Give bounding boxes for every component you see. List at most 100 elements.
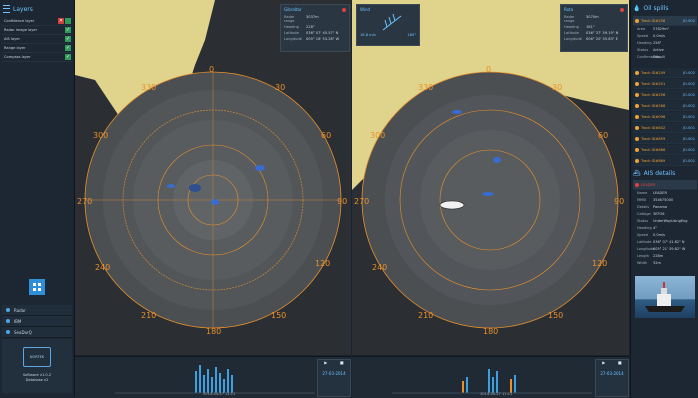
radar-map-rota[interactable]: 0 30 60 90 120 150 180 210 240 270 300 3… bbox=[352, 0, 629, 355]
info-label: Latitude bbox=[284, 31, 299, 35]
vessel-name: LEADER bbox=[641, 182, 656, 187]
wind-box: Wind 18.8 m/s 180° bbox=[356, 4, 420, 46]
status-dot bbox=[635, 182, 639, 187]
track-row[interactable]: Track ID#869 JO-001 bbox=[633, 156, 697, 166]
track-row[interactable]: Track ID#256 JO-002 bbox=[633, 90, 697, 100]
radar-info-box: Gibraltar Radar range 3037m Heading 228° L… bbox=[280, 4, 350, 52]
layer-row-ais: AIS layer ✓ bbox=[2, 34, 72, 44]
radar-map-gibraltar[interactable]: 0 30 60 90 120 150 180 210 240 270 300 3… bbox=[75, 0, 351, 355]
menu-icon[interactable] bbox=[3, 5, 10, 13]
compass-label: 0 bbox=[209, 65, 214, 74]
date-field[interactable]: 27-03-2014 bbox=[322, 371, 346, 376]
track-id: Track ID#249 bbox=[641, 70, 666, 75]
source-radar[interactable]: Radar bbox=[2, 305, 72, 316]
timeline-2[interactable]: 2014-04-27 11:11 ▶ ■ 27-03-2014 bbox=[352, 356, 629, 398]
info-label: Radar range bbox=[284, 15, 295, 23]
status-dot bbox=[635, 147, 639, 152]
source-seadarq[interactable]: SeaDarQ bbox=[2, 327, 72, 338]
check-icon[interactable]: ✓ bbox=[65, 35, 71, 42]
wind-icon bbox=[382, 13, 402, 31]
compass-label: 240 bbox=[95, 263, 110, 272]
track-row-selected[interactable]: Track ID#258 JO-002 bbox=[633, 16, 697, 26]
dir-icon[interactable]: ■ bbox=[617, 360, 622, 365]
grid-icon bbox=[33, 283, 41, 291]
ais-target[interactable] bbox=[189, 184, 201, 192]
close-icon[interactable]: ✕ bbox=[58, 17, 64, 24]
landmass bbox=[352, 0, 629, 190]
track-row[interactable]: Track ID#251 JO-002 bbox=[633, 79, 697, 89]
play-icon[interactable]: ▶ bbox=[324, 360, 328, 365]
detail-key: Latitude bbox=[637, 240, 652, 244]
track-row[interactable]: Track ID#859 JO-001 bbox=[633, 134, 697, 144]
compass-label: 180 bbox=[206, 327, 221, 336]
compass-label: 30 bbox=[552, 83, 562, 92]
oil-spills-title: Oil spills bbox=[643, 4, 669, 12]
play-icon[interactable]: ▶ bbox=[602, 360, 606, 365]
ais-target[interactable] bbox=[255, 165, 265, 171]
track-row[interactable]: Track ID#866 JO-001 bbox=[633, 145, 697, 155]
layer-label: Range layer bbox=[4, 45, 26, 50]
track-code: JO-001 bbox=[682, 114, 695, 119]
info-value: 3070m bbox=[586, 15, 599, 19]
compass-label: 90 bbox=[337, 197, 347, 206]
track-row[interactable]: Track ID#249 JO-002 bbox=[633, 68, 697, 78]
info-label: Longitude bbox=[284, 37, 302, 41]
timeline-1[interactable]: 2014-04-27 11:11 ▶ ■ 27-03-2014 bbox=[75, 356, 351, 398]
ais-row: Name LEADER bbox=[633, 191, 697, 197]
ais-row: Length 228m bbox=[633, 254, 697, 260]
timeline-controls[interactable]: ▶ ■ 27-03-2014 bbox=[595, 359, 629, 397]
compass-label: 300 bbox=[370, 131, 385, 140]
track-row[interactable]: Track ID#286 JO-002 bbox=[633, 101, 697, 111]
ais-target[interactable] bbox=[482, 192, 494, 196]
source-ibm[interactable]: IBM bbox=[2, 316, 72, 327]
range-ring bbox=[361, 71, 619, 329]
ais-target[interactable] bbox=[493, 157, 501, 163]
ais-title: AIS details bbox=[643, 169, 676, 177]
detail-value: 258° bbox=[653, 41, 662, 45]
check-icon[interactable]: ✓ bbox=[65, 26, 71, 33]
ais-target[interactable] bbox=[211, 199, 219, 205]
layer-row-range: Range layer ✓ bbox=[2, 43, 72, 53]
ais-target[interactable] bbox=[167, 184, 175, 188]
compass-label: 150 bbox=[548, 311, 563, 320]
drop-icon: 💧 bbox=[633, 4, 641, 12]
tile-view-button[interactable] bbox=[29, 279, 45, 295]
compass-label: 300 bbox=[93, 131, 108, 140]
ais-row: Speed 0.0m/s bbox=[633, 233, 697, 239]
detail-key: Callsign bbox=[637, 212, 651, 216]
check-icon[interactable]: ✓ bbox=[65, 44, 71, 51]
compass-labels: 0 30 60 90 120 150 180 210 240 270 300 3… bbox=[354, 65, 624, 336]
track-code: JO-002 bbox=[682, 81, 695, 86]
detail-value: 354675000 bbox=[653, 198, 674, 202]
ais-target[interactable] bbox=[452, 110, 462, 114]
details-panel: 💧 Oil spills Track ID#258 JO-002 Area 578… bbox=[630, 0, 698, 397]
ship-icon: ⛴ bbox=[633, 169, 641, 177]
status-dot bbox=[6, 319, 10, 323]
detail-value: 4° bbox=[653, 226, 657, 230]
layers-header[interactable]: Layers bbox=[3, 3, 71, 15]
compass-label: 270 bbox=[77, 197, 92, 206]
detail-value: LEADER bbox=[653, 191, 667, 195]
layer-toggle[interactable] bbox=[65, 17, 71, 24]
track-id: Track ID#251 bbox=[641, 81, 666, 86]
info-label: Heading bbox=[284, 25, 299, 29]
layers-panel: Layers Confidence layer ✕ Radar image la… bbox=[0, 0, 75, 397]
track-code: JO-001 bbox=[682, 158, 695, 163]
selected-vessel[interactable] bbox=[439, 200, 465, 210]
ais-leader-row[interactable]: LEADER bbox=[633, 180, 697, 190]
track-row[interactable]: Track ID#096 JO-001 bbox=[633, 112, 697, 122]
track-row[interactable]: Track ID#842 JO-001 bbox=[633, 123, 697, 133]
status-dot bbox=[635, 92, 639, 97]
detail-key: Name bbox=[637, 191, 648, 195]
status-dot bbox=[635, 125, 639, 130]
radar-view: 0 30 60 90 120 150 180 210 240 270 300 3… bbox=[352, 0, 629, 336]
check-icon[interactable]: ✓ bbox=[65, 53, 71, 60]
ais-row: Width 32m bbox=[633, 261, 697, 267]
dir-icon[interactable]: ■ bbox=[339, 360, 344, 365]
timeline-time: 2014-04-27 11:11 bbox=[203, 392, 236, 396]
status-dot bbox=[6, 330, 10, 334]
compass-label: 210 bbox=[141, 311, 156, 320]
status-dot bbox=[635, 114, 639, 119]
date-field[interactable]: 27-03-2014 bbox=[600, 371, 624, 376]
timeline-controls[interactable]: ▶ ■ 27-03-2014 bbox=[317, 359, 351, 397]
